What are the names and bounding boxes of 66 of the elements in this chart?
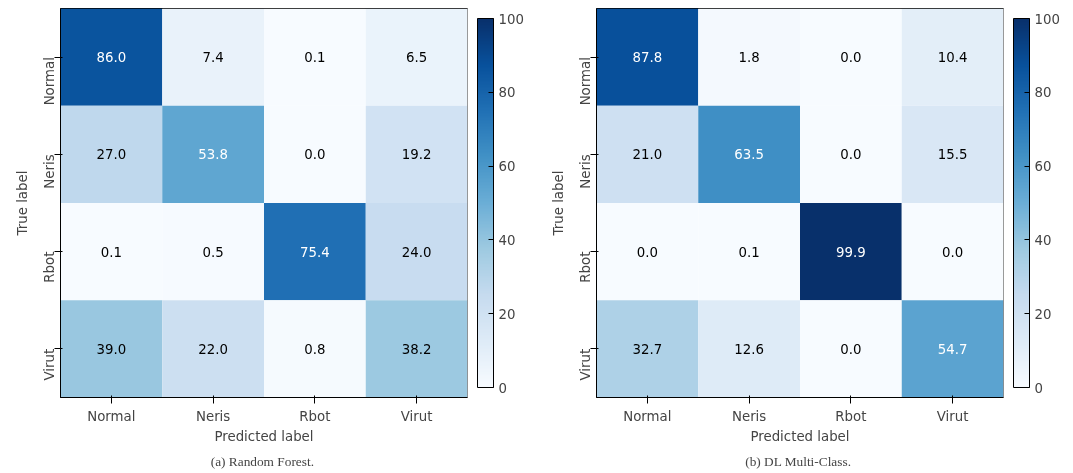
data-label: 10.4 <box>937 50 968 66</box>
color-bar-label: 60 <box>1034 159 1052 175</box>
data-label: 54.7 <box>937 341 968 357</box>
color-bar-label: 100 <box>498 11 524 27</box>
color-bar-label: 80 <box>498 85 516 101</box>
data-label: 0.1 <box>738 244 760 260</box>
y-axis-title: True label <box>550 170 566 237</box>
y-tick-label: Rbot <box>578 251 593 283</box>
data-label: 24.0 <box>401 244 432 260</box>
y-tick-label: Rbot <box>42 251 57 283</box>
data-label: 19.2 <box>401 147 432 163</box>
data-label: 6.5 <box>406 50 428 66</box>
color-bar-label: 40 <box>498 232 516 248</box>
x-tick-label: Rbot <box>835 408 867 424</box>
data-label: 0.0 <box>636 244 658 260</box>
data-label: 0.0 <box>840 50 862 66</box>
data-label: 12.6 <box>734 341 764 357</box>
text: (a) Random Forest. <box>210 453 314 469</box>
data-label: 0.0 <box>942 244 964 260</box>
x-tick-label: Virut <box>936 408 969 424</box>
x-tick-label: Neris <box>731 408 767 424</box>
data-label: 0.1 <box>304 50 326 66</box>
x-tick-label: Rbot <box>299 408 331 424</box>
x-axis-title: Predicted label <box>750 428 850 444</box>
data-label: 0.0 <box>840 147 862 163</box>
color-bar-label: 20 <box>498 306 516 322</box>
text: (b) DL Multi-Class. <box>745 453 851 469</box>
data-label: 15.5 <box>937 147 968 163</box>
data-label: 7.4 <box>202 50 224 66</box>
data-label: 22.0 <box>198 341 228 357</box>
data-label: 86.0 <box>96 50 127 66</box>
data-label: 0.0 <box>840 341 862 357</box>
data-label: 63.5 <box>734 147 764 163</box>
data-label: 0.1 <box>100 244 122 260</box>
color-bar-label: 0 <box>498 380 507 396</box>
y-axis-title: True label <box>14 170 30 237</box>
y-tick-label: Virut <box>42 348 57 381</box>
data-label: 87.8 <box>632 50 663 66</box>
data-label: 21.0 <box>632 147 663 163</box>
data-label: 39.0 <box>96 341 127 357</box>
y-tick-label: Virut <box>578 348 593 381</box>
data-label: 0.0 <box>304 147 326 163</box>
y-tick-label: Neris <box>578 154 593 189</box>
y-tick-label: Neris <box>42 154 57 189</box>
data-label: 27.0 <box>96 147 127 163</box>
data-label: 38.2 <box>401 341 432 357</box>
data-label: 53.8 <box>198 147 228 163</box>
color-bar-label: 80 <box>1034 85 1052 101</box>
x-tick-label: Virut <box>400 408 433 424</box>
color-bar-label: 100 <box>1034 11 1060 27</box>
data-label: 0.5 <box>202 244 224 260</box>
data-label: 32.7 <box>632 341 663 357</box>
x-tick-label: Neris <box>195 408 231 424</box>
y-tick-label: Normal <box>42 57 57 106</box>
color-bar-label: 20 <box>1034 306 1052 322</box>
x-axis-title: Predicted label <box>214 428 314 444</box>
x-tick-label: Normal <box>623 408 672 424</box>
y-tick-label: Normal <box>578 57 593 106</box>
data-label: 0.8 <box>304 341 326 357</box>
x-tick-label: Normal <box>87 408 136 424</box>
color-bar-label: 60 <box>498 159 516 175</box>
color-bar-label: 0 <box>1034 380 1043 396</box>
data-label: 1.8 <box>738 50 760 66</box>
data-label: 99.9 <box>836 244 866 260</box>
color-bar-label: 40 <box>1034 232 1052 248</box>
data-label: 75.4 <box>300 244 330 260</box>
